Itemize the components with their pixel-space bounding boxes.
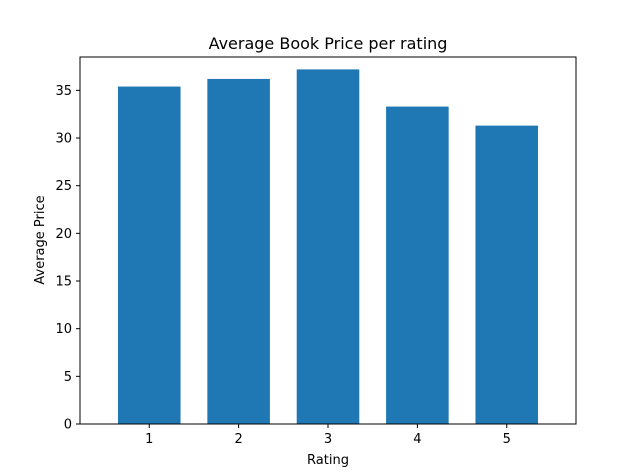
x-tick-label: 5 <box>503 432 511 447</box>
x-axis-label: Rating <box>307 453 349 468</box>
bar-rating-1 <box>117 86 181 424</box>
y-tick-label: 35 <box>55 84 72 99</box>
y-tick-label: 20 <box>55 227 72 242</box>
x-tick-label: 1 <box>145 432 153 447</box>
bar-rating-3 <box>296 69 360 424</box>
x-tick-label: 2 <box>234 432 242 447</box>
y-tick-label: 0 <box>64 418 72 433</box>
bar-rating-5 <box>475 125 539 425</box>
plot-frame <box>79 56 577 425</box>
x-axis-ticks: 1 2 3 4 5 <box>145 424 511 447</box>
x-tick-label: 3 <box>324 432 332 447</box>
bar-rating-2 <box>207 78 270 424</box>
bars-layer <box>117 69 539 425</box>
y-tick-label: 15 <box>55 275 72 290</box>
chart-title: Average Book Price per rating <box>209 34 448 53</box>
y-tick-label: 30 <box>55 132 72 147</box>
x-tick-label: 4 <box>413 432 421 447</box>
y-tick-label: 10 <box>55 322 72 337</box>
y-axis-label: Average Price <box>33 195 48 284</box>
bar-rating-4 <box>386 106 449 424</box>
y-tick-label: 25 <box>55 179 72 194</box>
y-axis-ticks: 0 5 10 15 20 25 30 35 <box>55 84 80 433</box>
y-tick-label: 5 <box>64 370 72 385</box>
